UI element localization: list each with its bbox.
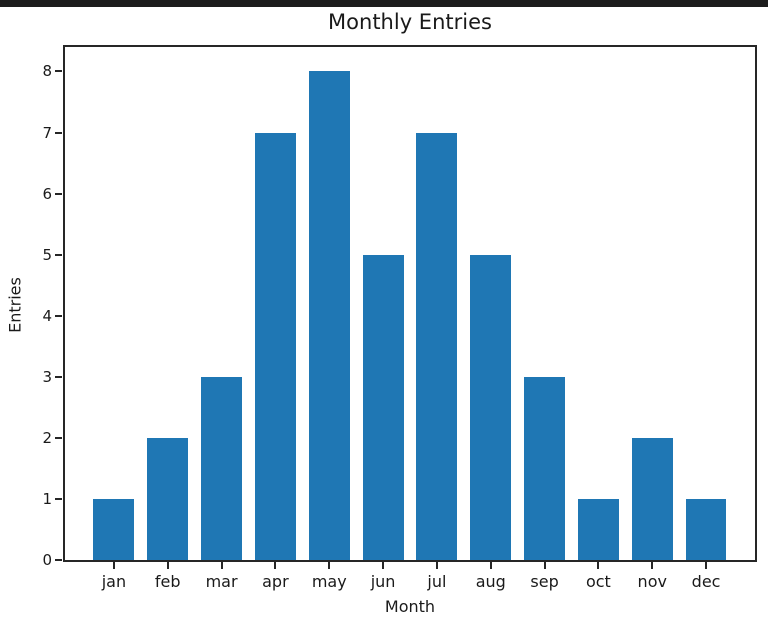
- y-tick-mark: [55, 559, 62, 561]
- x-tick-label: apr: [262, 572, 289, 591]
- x-tick-label: jan: [101, 572, 127, 591]
- y-tick-label: 1: [42, 489, 52, 508]
- x-tick-label: may: [311, 572, 347, 591]
- x-tick-mark: [328, 562, 331, 569]
- bar-slot: [141, 47, 195, 560]
- x-tick-mark: [543, 562, 546, 569]
- bar-jun: [362, 254, 404, 560]
- bar-apr: [254, 132, 296, 560]
- bar-nov: [631, 437, 673, 560]
- bar-slot: [356, 47, 410, 560]
- x-tick-label: sep: [530, 572, 559, 591]
- y-tick-label: 8: [42, 62, 52, 81]
- bar-slot: [464, 47, 518, 560]
- bar-oct: [577, 498, 619, 560]
- bar-slot: [571, 47, 625, 560]
- chart-title: Monthly Entries: [328, 10, 492, 34]
- y-tick-mark: [55, 375, 62, 378]
- x-tick-mark: [220, 562, 223, 569]
- y-axis-label: Entries: [5, 277, 25, 333]
- x-tick-label: dec: [691, 572, 721, 591]
- x-tick-mark: [166, 562, 169, 569]
- bar-mar: [201, 376, 243, 560]
- y-tick-mark: [55, 192, 62, 195]
- bar-jan: [93, 498, 135, 560]
- bar-aug: [470, 254, 512, 560]
- bar-slot: [518, 47, 572, 560]
- y-tick-mark: [55, 131, 62, 134]
- y-tick-mark: [55, 497, 62, 500]
- x-tick-label: aug: [475, 572, 506, 591]
- bar-sep: [524, 376, 565, 560]
- x-tick-label: nov: [637, 572, 667, 591]
- y-tick-label: 0: [42, 551, 52, 569]
- bar-slot: [302, 47, 356, 560]
- x-tick-mark: [597, 562, 600, 569]
- x-tick-mark: [382, 562, 385, 569]
- y-tick-label: 3: [42, 367, 52, 386]
- y-tick-label: 2: [42, 428, 52, 447]
- bar-slot: [248, 47, 302, 560]
- y-tick-mark: [55, 70, 62, 73]
- x-tick-label: jun: [370, 572, 396, 591]
- bar-jul: [416, 132, 458, 560]
- bar-slot: [679, 47, 733, 560]
- y-tick-label: 6: [42, 184, 52, 203]
- x-tick-mark: [274, 562, 277, 569]
- x-tick-label: oct: [585, 572, 611, 591]
- bar-slot: [625, 47, 679, 560]
- x-tick-mark: [489, 562, 492, 569]
- plot-area: [63, 45, 757, 562]
- y-tick-label: 7: [42, 123, 52, 142]
- x-tick-label: mar: [205, 572, 238, 591]
- bar-slot: [195, 47, 249, 560]
- y-tick-mark: [55, 253, 62, 256]
- bar-feb: [147, 437, 189, 560]
- x-axis-label: Month: [384, 597, 436, 616]
- x-tick-label: jul: [427, 572, 447, 591]
- bar-slot: [87, 47, 141, 560]
- bar-may: [308, 71, 350, 560]
- x-tick-mark: [651, 562, 654, 569]
- bar-dec: [685, 498, 727, 560]
- top-edge-strip: [0, 0, 768, 7]
- x-tick-mark: [435, 562, 438, 569]
- y-tick-mark: [55, 436, 62, 439]
- bar-slot: [410, 47, 464, 560]
- y-tick-label: 5: [42, 245, 52, 264]
- x-tick-label: feb: [154, 572, 181, 591]
- bars-container: [65, 47, 755, 560]
- x-tick-mark: [112, 562, 115, 569]
- y-tick-mark: [55, 314, 62, 317]
- x-tick-mark: [705, 562, 708, 569]
